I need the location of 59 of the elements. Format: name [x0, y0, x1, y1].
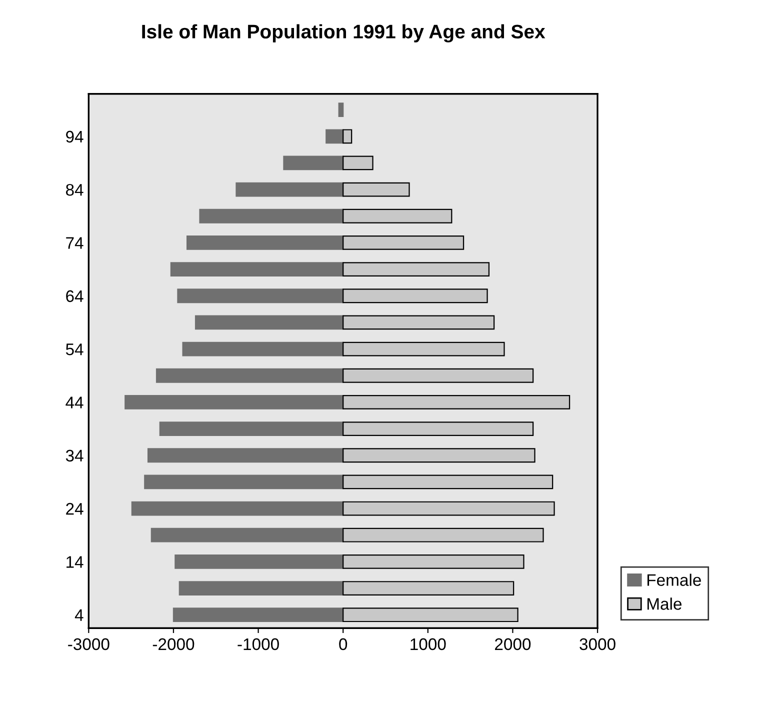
bar	[144, 474, 344, 490]
y-tick-label: 4	[74, 609, 84, 621]
x-tick-label: 2000	[495, 638, 531, 650]
y-tick-label: 24	[66, 502, 84, 515]
legend-label: Female	[647, 574, 701, 586]
bar	[342, 422, 534, 436]
bar	[174, 554, 344, 569]
y-tick-label: 74	[66, 237, 84, 249]
x-tick-label: 3000	[580, 638, 616, 650]
bar	[178, 581, 344, 596]
bar	[283, 156, 344, 170]
bar	[342, 315, 495, 330]
x-tick-label: 0	[339, 638, 348, 650]
bar	[199, 208, 344, 224]
legend-label: Male	[647, 598, 682, 610]
bar	[342, 129, 352, 144]
bar	[124, 395, 344, 410]
x-tick-label: -1000	[238, 638, 279, 650]
bar	[342, 262, 490, 276]
bar	[342, 342, 505, 356]
y-tick-label: 44	[66, 396, 84, 408]
bar	[150, 528, 344, 542]
x-tick-label: -3000	[68, 638, 110, 650]
y-tick-label: 94	[66, 130, 84, 143]
bar	[172, 608, 344, 622]
x-tick-label: 1000	[410, 638, 446, 650]
bar	[342, 395, 570, 410]
bar	[342, 528, 544, 542]
bar	[147, 448, 344, 463]
bar	[342, 182, 410, 197]
y-tick-label: 84	[66, 184, 84, 196]
bar	[342, 156, 374, 170]
bar	[182, 342, 344, 356]
bar	[342, 448, 536, 463]
bar	[342, 288, 488, 304]
bar	[156, 368, 344, 383]
bar	[342, 368, 534, 383]
y-tick-label: 34	[66, 450, 84, 462]
bar	[236, 182, 344, 197]
bar	[342, 236, 464, 250]
bar	[342, 474, 554, 490]
y-tick-label: 14	[66, 556, 84, 568]
y-tick-label: 64	[66, 290, 84, 302]
y-tick-label: 54	[66, 344, 84, 356]
bar	[159, 422, 344, 436]
bar	[342, 208, 452, 224]
bar	[338, 102, 344, 118]
bar	[342, 608, 518, 622]
bar	[326, 129, 344, 144]
bar	[194, 315, 344, 330]
bar	[186, 236, 344, 250]
bar	[342, 554, 524, 569]
bar	[342, 501, 555, 516]
chart-title: Isle of Man Population 1991 by Age and Sex	[142, 24, 546, 42]
bar	[170, 262, 344, 276]
x-tick-label: -2000	[152, 638, 194, 650]
bar	[177, 288, 344, 304]
bar	[342, 581, 514, 596]
bar	[131, 501, 344, 516]
